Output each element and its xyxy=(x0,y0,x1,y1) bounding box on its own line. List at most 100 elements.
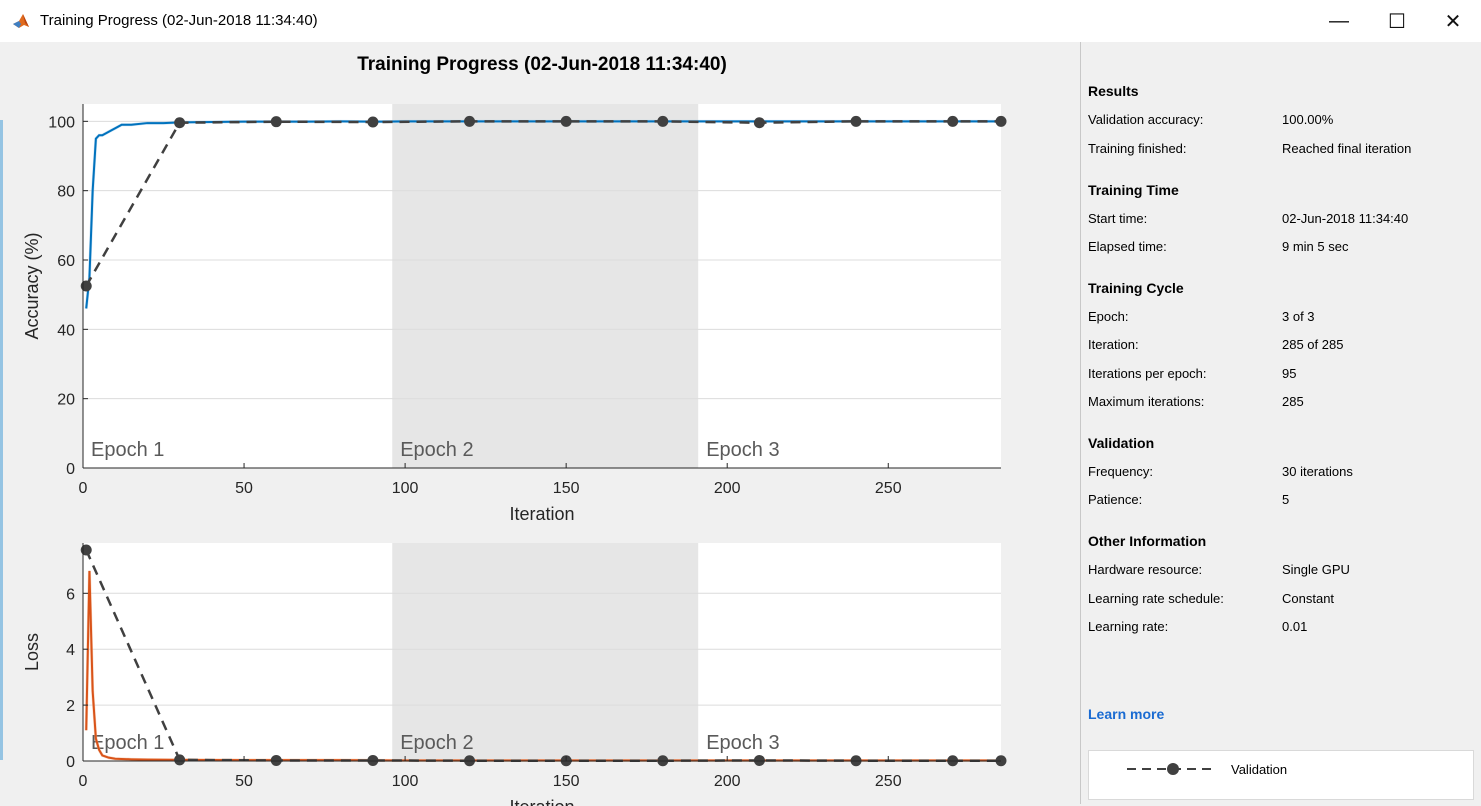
other-information-heading: Other Information xyxy=(1088,533,1207,549)
chart2-x-tick-label: 100 xyxy=(392,773,419,790)
chart2-y-tick-label: 4 xyxy=(66,642,75,659)
learn-more-link[interactable]: Learn more xyxy=(1088,706,1165,722)
patience-label: Patience: xyxy=(1088,492,1143,507)
minimize-icon: — xyxy=(1329,9,1349,32)
results-heading: Results xyxy=(1088,83,1139,99)
chart2-epoch-label-3: Epoch 3 xyxy=(706,732,779,754)
epoch-value: 3 of 3 xyxy=(1282,309,1315,324)
elapsed-time-value: 9 min 5 sec xyxy=(1282,239,1349,254)
chart1-y-tick-label: 60 xyxy=(57,253,75,270)
chart1-validation-point xyxy=(80,280,92,292)
maximize-button[interactable]: ☐ xyxy=(1368,0,1426,42)
chart1-validation-point xyxy=(657,115,669,127)
training-finished-value: Reached final iteration xyxy=(1282,141,1412,156)
chart1-y-tick-label: 40 xyxy=(57,322,75,339)
chart2-x-tick-label: 50 xyxy=(235,773,253,790)
chart1-epoch-label-1: Epoch 1 xyxy=(91,439,164,461)
chart1-x-tick-label: 50 xyxy=(235,480,253,497)
chart1-y-tick-label: 0 xyxy=(66,461,75,478)
chart2-validation-point xyxy=(753,754,765,766)
validation-accuracy-label: Validation accuracy: xyxy=(1088,112,1204,127)
chart1-x-tick-label: 100 xyxy=(392,480,419,497)
training-cycle-heading: Training Cycle xyxy=(1088,280,1184,296)
frequency-value: 30 iterations xyxy=(1282,464,1353,479)
chart2-x-tick-label: 250 xyxy=(875,773,902,790)
start-time-value: 02-Jun-2018 11:34:40 xyxy=(1282,211,1409,226)
chart2-y-tick-label: 0 xyxy=(66,754,75,771)
chart2-epoch-label-1: Epoch 1 xyxy=(91,732,164,754)
chart1-validation-point xyxy=(995,115,1007,127)
chart2-training-line xyxy=(85,570,1001,762)
chart1-validation-point xyxy=(560,115,572,127)
chart1-training-line xyxy=(85,120,1001,309)
chart2-validation-point xyxy=(270,754,282,766)
chart2-validation-point xyxy=(174,754,186,766)
chart1-validation-point xyxy=(947,115,959,127)
close-button[interactable]: ✕ xyxy=(1424,0,1481,42)
chart2-epoch-shade-2 xyxy=(392,543,699,761)
chart1-x-tick-label: 0 xyxy=(79,480,88,497)
chart1-validation-point xyxy=(174,117,186,129)
maximum-iterations-label: Maximum iterations: xyxy=(1088,394,1205,409)
chart1-epoch-label-2: Epoch 2 xyxy=(400,439,473,461)
chart2-y-axis-label: Loss xyxy=(22,633,42,671)
learning-rate-label: Learning rate: xyxy=(1088,619,1169,634)
legend: Validation xyxy=(1088,750,1474,800)
chart1-epoch-label-3: Epoch 3 xyxy=(706,439,779,461)
chart2-x-tick-label: 150 xyxy=(553,773,580,790)
window-title: Training Progress (02-Jun-2018 11:34:40) xyxy=(40,12,318,29)
chart1-y-tick-label: 20 xyxy=(57,392,75,409)
learning-rate-schedule-value: Constant xyxy=(1282,591,1335,606)
hardware-resource-label: Hardware resource: xyxy=(1088,562,1203,577)
chart2-y-tick-label: 2 xyxy=(66,698,75,715)
maximize-icon: ☐ xyxy=(1388,10,1406,33)
info-panel: Results Validation accuracy: 100.00% Tra… xyxy=(1080,42,1479,804)
chart1-x-axis-label: Iteration xyxy=(509,504,574,524)
chart1-y-tick-label: 100 xyxy=(48,114,75,131)
maximum-iterations-value: 285 xyxy=(1282,394,1304,409)
learning-rate-schedule-label: Learning rate schedule: xyxy=(1088,591,1224,606)
window-left-edge xyxy=(0,120,3,760)
frequency-label: Frequency: xyxy=(1088,464,1154,479)
chart2-validation-point xyxy=(80,544,92,556)
training-finished-label: Training finished: xyxy=(1088,141,1187,156)
validation-accuracy-value: 100.00% xyxy=(1282,112,1334,127)
patience-value: 5 xyxy=(1282,492,1290,507)
chart1-validation-point xyxy=(753,117,765,129)
hardware-resource-value: Single GPU xyxy=(1282,562,1350,577)
training-time-heading: Training Time xyxy=(1088,182,1179,198)
chart1-validation-point xyxy=(464,115,476,127)
training-plots: Epoch 1 Epoch 2 Epoch 30 50 100 150 200 2500204… xyxy=(22,54,1007,806)
chart2-x-axis-label: Iteration xyxy=(509,797,574,806)
validation-heading: Validation xyxy=(1088,435,1155,451)
chart1-title: Training Progress (02-Jun-2018 11:34:40) xyxy=(357,54,727,75)
chart1-x-tick-label: 200 xyxy=(714,480,741,497)
chart2-validation-point xyxy=(367,754,379,766)
chart2-y-tick-label: 6 xyxy=(66,586,75,603)
start-time-label: Start time: xyxy=(1088,211,1148,226)
chart1-y-tick-label: 80 xyxy=(57,184,75,201)
chart1-validation-point xyxy=(367,116,379,128)
legend-validation-label: Validation xyxy=(1231,762,1288,777)
chart1-epoch-shade-2 xyxy=(392,104,699,468)
learning-rate-value: 0.01 xyxy=(1282,619,1308,634)
chart1-validation-point xyxy=(850,115,862,127)
iterations-per-epoch-value: 95 xyxy=(1282,366,1297,381)
minimize-button[interactable]: — xyxy=(1310,0,1368,42)
iteration-label: Iteration: xyxy=(1088,337,1139,352)
chart1-x-tick-label: 150 xyxy=(553,480,580,497)
validation-legend-icon xyxy=(1127,763,1217,775)
chart1-validation-point xyxy=(270,116,282,128)
chart2-x-tick-label: 200 xyxy=(714,773,741,790)
epoch-label: Epoch: xyxy=(1088,309,1129,324)
title-bar: Training Progress (02-Jun-2018 11:34:40)… xyxy=(0,0,1481,42)
iterations-per-epoch-label: Iterations per epoch: xyxy=(1088,366,1207,381)
iteration-value: 285 of 285 xyxy=(1282,337,1344,352)
close-icon: ✕ xyxy=(1444,10,1462,33)
chart2-x-tick-label: 0 xyxy=(79,773,88,790)
elapsed-time-label: Elapsed time: xyxy=(1088,239,1167,254)
chart1-y-axis-label: Accuracy (%) xyxy=(22,232,42,339)
chart1-x-tick-label: 250 xyxy=(875,480,902,497)
chart2-epoch-label-2: Epoch 2 xyxy=(400,732,473,754)
matlab-app-icon xyxy=(13,14,29,28)
